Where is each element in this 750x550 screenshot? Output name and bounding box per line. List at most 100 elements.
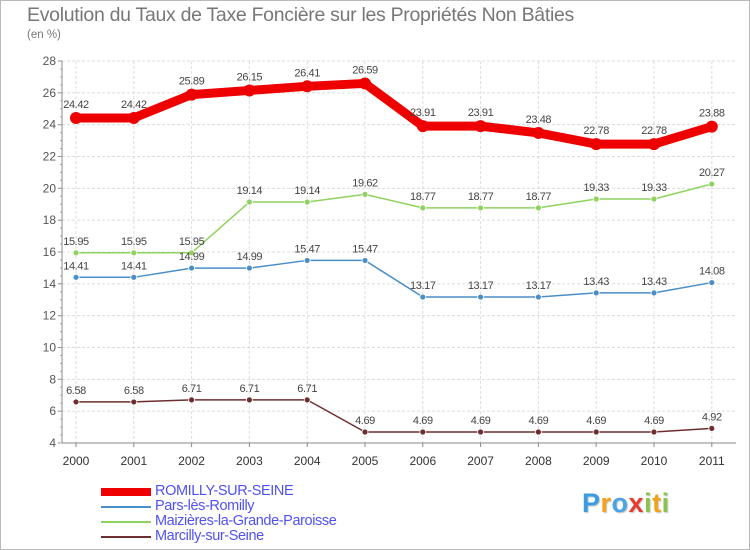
data-label: 15.95	[121, 236, 147, 248]
x-tick-label: 2007	[467, 454, 494, 468]
legend-item: Marcilly-sur-Seine	[101, 528, 421, 545]
data-label: 4.69	[528, 415, 548, 427]
data-label: 15.47	[352, 243, 378, 255]
series-line-3	[75, 399, 713, 433]
legend-item: ROMILLY-SUR-SEINE	[101, 483, 421, 500]
data-point	[72, 398, 80, 406]
data-point	[130, 273, 138, 281]
data-point	[474, 120, 487, 133]
data-point	[477, 293, 485, 301]
data-label: 13.43	[641, 276, 667, 288]
data-point	[416, 120, 429, 133]
data-point	[650, 195, 658, 203]
data-point	[188, 249, 196, 257]
x-tick-label: 2009	[583, 454, 610, 468]
data-label: 13.17	[468, 280, 494, 292]
x-tick-label: 2006	[409, 454, 436, 468]
data-point	[419, 293, 427, 301]
data-point	[535, 293, 542, 301]
grid-layer	[62, 60, 736, 444]
logo-letter: P	[582, 488, 601, 518]
data-point	[303, 396, 311, 404]
data-point	[532, 126, 545, 139]
y-tick-label: 22	[43, 150, 57, 164]
x-tick-label: 2002	[178, 454, 205, 468]
x-tick-label: 2008	[525, 454, 552, 468]
data-label: 26.41	[294, 67, 320, 79]
data-label: 14.41	[63, 260, 89, 272]
legend-swatch	[101, 488, 151, 496]
logo-letter: t	[652, 488, 662, 518]
data-point	[535, 428, 542, 436]
data-label: 6.58	[124, 385, 144, 397]
chart-unit-label: (en %)	[27, 29, 61, 41]
data-label: 6.58	[66, 385, 86, 397]
x-tick-label: 2011	[699, 454, 725, 468]
data-point	[419, 204, 427, 212]
data-label: 4.69	[355, 415, 375, 427]
data-label-layer: 24.42 24.42 25.89 26.15 26.41 26.59 23.91 23.91…	[63, 64, 725, 427]
data-label: 14.08	[699, 266, 725, 278]
data-label: 19.33	[583, 182, 609, 194]
data-label: 14.41	[121, 260, 147, 272]
data-label: 23.91	[468, 107, 494, 119]
y-tick-label: 6	[49, 404, 56, 418]
legend: ROMILLY-SUR-SEINE Pars-lès-Romilly Maizièr…	[101, 483, 431, 547]
data-point	[477, 204, 485, 212]
series-line-1	[75, 259, 713, 298]
data-point	[303, 257, 311, 264]
legend-label: Marcilly-sur-Seine	[155, 528, 264, 544]
data-point	[72, 273, 80, 281]
y-tick-label: 14	[43, 277, 57, 291]
data-point	[705, 120, 718, 133]
proxiti-logo: Proxiti	[582, 488, 670, 519]
legend-item: Maizières-la-Grande-Paroisse	[101, 513, 421, 530]
data-label: 22.78	[583, 125, 609, 137]
logo-letter: r	[600, 488, 612, 518]
data-point	[592, 289, 600, 297]
data-label: 18.77	[526, 191, 552, 203]
data-point	[245, 396, 253, 404]
x-tick-label: 2001	[120, 454, 147, 468]
data-label: 26.15	[237, 71, 263, 83]
y-tick-label: 20	[43, 181, 57, 195]
data-point	[648, 138, 660, 151]
data-label: 24.42	[63, 99, 89, 111]
data-label: 14.99	[237, 251, 263, 263]
logo-letter: i	[644, 488, 653, 518]
data-label: 24.42	[121, 99, 147, 111]
y-tick-label: 16	[43, 245, 57, 259]
logo-letter: x	[628, 488, 645, 518]
y-tick-label: 4	[49, 436, 56, 450]
data-label: 25.89	[179, 76, 205, 88]
data-label: 23.48	[526, 114, 552, 126]
data-label: 15.95	[179, 236, 205, 248]
logo-letter: i	[661, 488, 670, 518]
data-label: 6.71	[239, 383, 259, 395]
y-tick-label: 24	[43, 118, 57, 132]
data-label: 19.14	[294, 185, 320, 197]
data-point	[130, 398, 138, 406]
data-point	[535, 204, 542, 212]
legend-label: Maizières-la-Grande-Paroisse	[155, 513, 337, 529]
data-label: 26.59	[352, 64, 378, 76]
series-line-2	[75, 183, 713, 254]
data-label: 18.77	[468, 191, 494, 203]
logo-letter: o	[611, 488, 629, 518]
data-point	[708, 180, 716, 188]
x-tick-label: 2010	[641, 454, 668, 468]
data-point	[245, 264, 253, 272]
data-point	[127, 111, 140, 124]
data-point	[303, 198, 311, 206]
chart-title: Evolution du Taux de Taxe Foncière sur l…	[27, 4, 574, 26]
x-tick-label: 2003	[236, 454, 263, 468]
data-label: 18.77	[410, 191, 436, 203]
data-label: 15.47	[294, 243, 320, 255]
data-point	[592, 428, 600, 436]
y-tick-label: 8	[49, 372, 56, 386]
data-point	[130, 249, 138, 257]
legend-swatch	[101, 521, 151, 523]
x-tick-label: 2005	[352, 454, 379, 468]
